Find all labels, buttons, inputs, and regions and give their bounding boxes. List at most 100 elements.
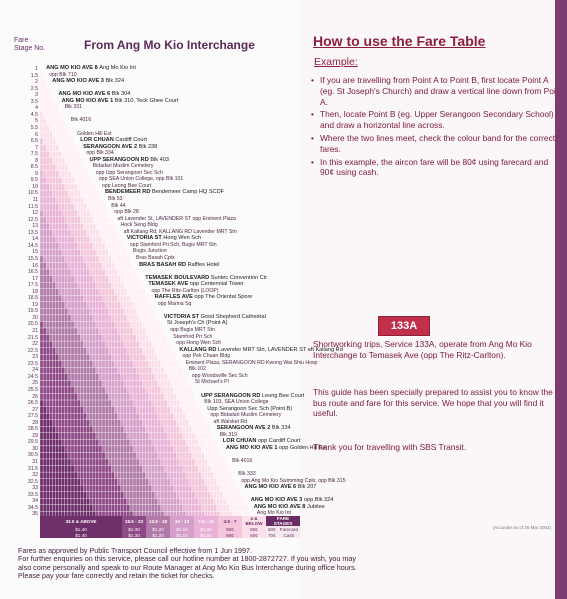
fare-cell [67, 137, 72, 145]
fare-cell [129, 498, 134, 505]
fare-cell [151, 360, 155, 368]
fare-cell [101, 334, 106, 342]
fare-cell [194, 471, 199, 479]
fare-cell [142, 321, 146, 329]
fare-cell [80, 164, 84, 171]
stop-label: TEMASEK BOULEVARD Suntec Convention Ctr [145, 275, 267, 281]
fare-cell [42, 373, 47, 381]
fare-stage-number: 23 [32, 354, 38, 361]
fare-cell [123, 314, 127, 322]
fare-cell [70, 465, 75, 473]
fare-cell [111, 347, 115, 355]
fare-cell [101, 295, 106, 302]
fare-cell [104, 386, 109, 394]
fare-cell [67, 314, 72, 322]
fare-cell [49, 452, 53, 460]
fare-cell [86, 478, 90, 486]
fare-cell [80, 177, 84, 185]
fare-cell [61, 412, 65, 420]
fare-cell [98, 275, 103, 283]
fare-cell [104, 268, 109, 276]
fare-cell [80, 380, 84, 388]
fare-cell [157, 360, 162, 368]
fare-cell [104, 354, 109, 361]
fare-cell [173, 419, 177, 427]
fare-cell [104, 504, 109, 512]
fare-cell [157, 327, 162, 335]
fare-cell [83, 367, 87, 374]
fare-cell [42, 262, 47, 270]
fare-cell [52, 340, 56, 348]
fare-cell [166, 432, 171, 440]
fare-cell [114, 367, 118, 374]
fare-cell [114, 419, 118, 427]
fare-cell [163, 478, 168, 486]
fare-cell [170, 458, 174, 466]
fare-cell [83, 432, 87, 440]
fare-cell [120, 504, 124, 512]
fare-cell [98, 196, 103, 204]
fare-cell [129, 445, 134, 453]
fare-cell [117, 288, 121, 296]
fare-cell [145, 295, 149, 302]
fare-cell [179, 419, 183, 427]
fare-cell [182, 471, 186, 479]
fare-cell [120, 242, 124, 250]
fare-cell [129, 354, 134, 361]
fare-cell [86, 288, 90, 296]
fare-cell [52, 334, 56, 342]
fare-cell [73, 144, 78, 152]
fare-cell [89, 367, 93, 374]
fare-cell [70, 458, 75, 466]
fare-cell [104, 452, 109, 460]
fare-cell [73, 504, 78, 512]
fare-cell [228, 485, 233, 492]
fare-cell [139, 399, 143, 407]
step-item: Then, locate Point B (eg. Upper Serangoo… [311, 109, 564, 131]
stop-name: Raffles Hotel [187, 261, 220, 268]
fare-cell [129, 399, 134, 407]
fare-cell [61, 321, 65, 329]
fare-cell [73, 360, 78, 368]
fare-cell [61, 314, 65, 322]
fare-cell [163, 498, 168, 505]
fare-cell [46, 216, 50, 224]
fare-cell [39, 340, 44, 348]
fare-cell [55, 432, 59, 440]
fare-cell [101, 419, 106, 427]
fare-cell [89, 426, 93, 433]
fare-cell [101, 471, 106, 479]
fare-cell [52, 367, 56, 374]
fare-cell [55, 354, 59, 361]
fare-cell [39, 236, 44, 244]
fare-cell [135, 491, 140, 499]
fare-cell [154, 373, 158, 381]
stop-label: Blk 319 [220, 432, 237, 438]
fare-cell [117, 406, 121, 414]
fare-cell [173, 380, 177, 388]
fare-cell [114, 295, 118, 302]
fare-cell [98, 478, 103, 486]
fare-cell [108, 281, 112, 289]
fare-cell [52, 177, 56, 185]
fare-cell [108, 504, 112, 512]
fare-cell [46, 406, 50, 414]
fare-stage-number: 4.5 [30, 111, 38, 118]
fare-cell [58, 288, 62, 296]
legend-fare-cell: 80¢ [242, 532, 266, 538]
fare-cell [204, 485, 208, 492]
stop-label: ANG MO KIO AVE 8 Jubilee [254, 504, 325, 510]
fare-cell [92, 275, 96, 283]
fare-cell [42, 164, 47, 171]
fare-cell [83, 340, 87, 348]
fare-cell [151, 386, 155, 394]
stop-label: ANG MO KIO AVE 3 Blk 324 [52, 78, 124, 84]
fare-cell [83, 354, 87, 361]
fare-cell [176, 432, 180, 440]
fare-cell [83, 268, 87, 276]
fare-cell [219, 452, 224, 460]
fare-cell [117, 478, 121, 486]
fare-cell [207, 465, 211, 473]
fare-cell [42, 85, 47, 93]
fare-cell [70, 183, 75, 191]
